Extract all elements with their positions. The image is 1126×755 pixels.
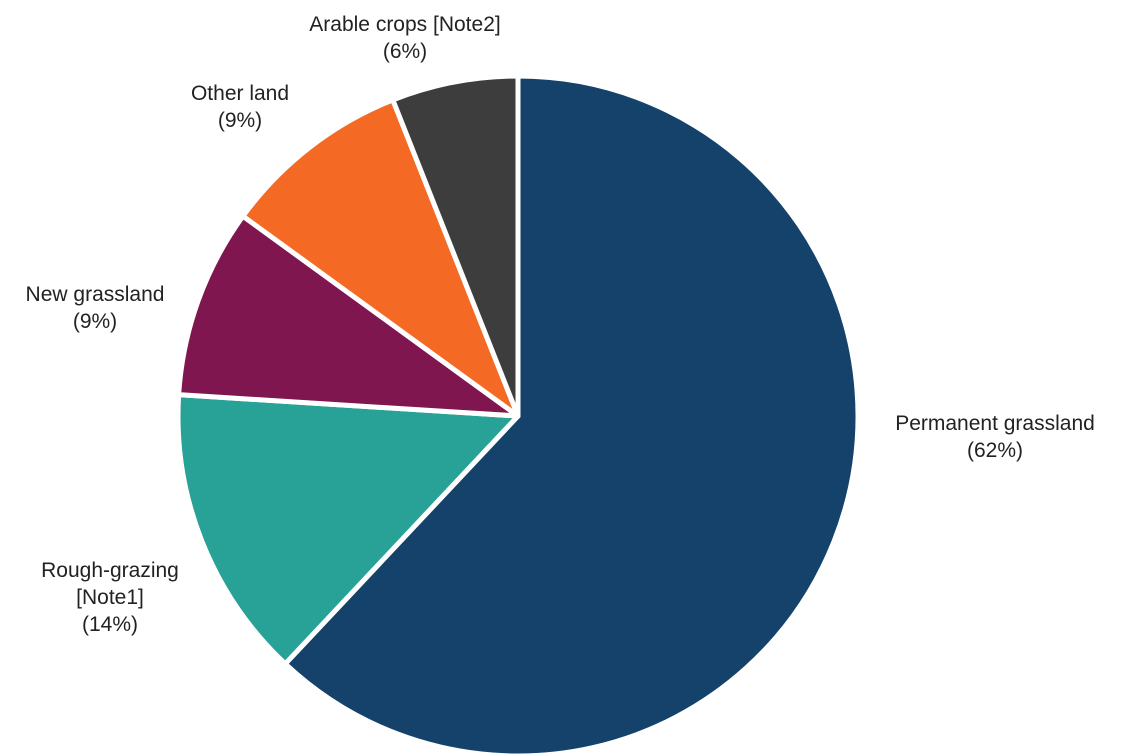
label-text: Other land (190, 82, 290, 105)
label-percent: (14%) (81, 613, 139, 636)
slice-arable-crops (390, 73, 521, 419)
pie-slices (175, 73, 861, 755)
slice-rough-grazing (175, 392, 521, 667)
slice-permanent-grassland (282, 73, 861, 755)
label-percent: (62%) (966, 439, 1024, 462)
label-text-line2: [Note1] (76, 586, 144, 609)
slice-other-land (240, 97, 521, 419)
label-text: Rough-grazing (41, 559, 179, 582)
slice-label-permanent-grassland: Permanent grassland (62%) (870, 410, 1120, 464)
slice-new-grassland (176, 213, 521, 419)
slice-label-arable-crops: Arable crops [Note2] (6%) (280, 11, 530, 65)
label-text: Arable crops [Note2] (309, 13, 501, 36)
label-percent: (9%) (72, 310, 118, 333)
label-percent: (6%) (382, 40, 428, 63)
slice-label-rough-grazing: Rough-grazing [Note1] (14%) (10, 557, 210, 638)
label-text: Permanent grassland (895, 412, 1095, 435)
slice-label-new-grassland: New grassland (9%) (0, 281, 190, 335)
slice-label-other-land: Other land (9%) (160, 80, 320, 134)
label-text: New grassland (25, 283, 165, 306)
label-percent: (9%) (217, 109, 263, 132)
